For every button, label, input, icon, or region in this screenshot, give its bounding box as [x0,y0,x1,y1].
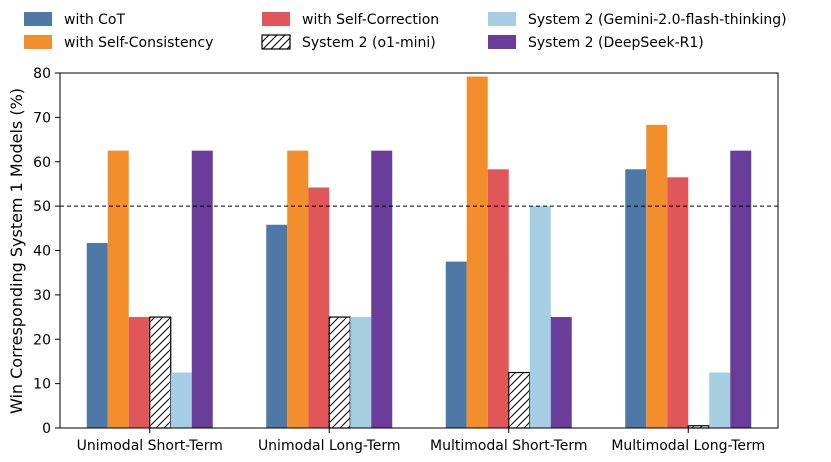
legend-swatch-5 [488,35,516,49]
bar-0-0 [86,242,108,428]
x-tick-label: Unimodal Long-Term [258,438,401,454]
legend-label-1: with Self-Consistency [64,35,213,51]
bar-3-2 [667,177,689,428]
bar-2-1 [466,76,488,429]
bar-1-5 [371,150,393,428]
bar-2-5 [550,317,572,428]
plot-frame [59,72,779,429]
y-tick-label: 20 [33,332,51,348]
bar-1-4 [350,317,372,428]
bar-0-1 [107,150,129,428]
bar-3-4 [709,372,731,428]
bar-0-5 [191,150,213,428]
bar-2-4 [529,206,551,428]
y-tick-label: 70 [33,110,51,126]
plot-area: 0 10 20 30 40 50 60 70 80 Unimodal Short-Term Unim… [33,66,779,454]
legend-label-2: with Self-Correction [302,12,439,28]
legend: with CoT with Self-Consistency with Self-C… [24,12,787,51]
legend-swatch-3 [261,34,291,50]
x-tick-label: Multimodal Long-Term [611,438,765,454]
bar-0-4 [170,372,192,428]
legend-label-4: System 2 (Gemini-2.0-flash-thinking) [528,12,787,28]
legend-swatch-1 [24,35,52,49]
y-tick-label: 60 [33,155,51,171]
legend-swatch-0 [24,12,52,26]
legend-label-0: with CoT [64,12,125,28]
y-tick-label: 50 [33,199,51,215]
bar-1-2 [308,187,330,428]
y-tick-label: 40 [33,244,51,260]
x-tick-label: Unimodal Short-Term [77,438,223,454]
bar-2-0 [445,261,467,428]
bar-1-3 [328,316,351,429]
bar-3-1 [646,124,668,428]
y-axis-title: Win Corresponding System 1 Models (%) [7,88,26,414]
bar-2-3 [508,371,531,429]
x-tick-label: Multimodal Short-Term [430,438,588,454]
y-tick-label: 80 [33,66,51,82]
legend-label-3: System 2 (o1-mini) [302,35,436,51]
y-tick-label: 10 [33,377,51,393]
bar-3-5 [730,150,752,428]
bar-2-2 [487,169,509,428]
legend-label-5: System 2 (DeepSeek-R1) [528,35,704,51]
bar-3-0 [625,169,647,428]
bar-1-1 [287,150,309,428]
bar-0-3 [149,316,172,429]
legend-swatch-2 [262,12,290,26]
legend-swatch-4 [488,12,516,26]
bar-0-2 [128,317,150,428]
y-tick-label: 0 [42,421,51,437]
bar-1-0 [266,224,288,428]
y-tick-label: 30 [33,288,51,304]
